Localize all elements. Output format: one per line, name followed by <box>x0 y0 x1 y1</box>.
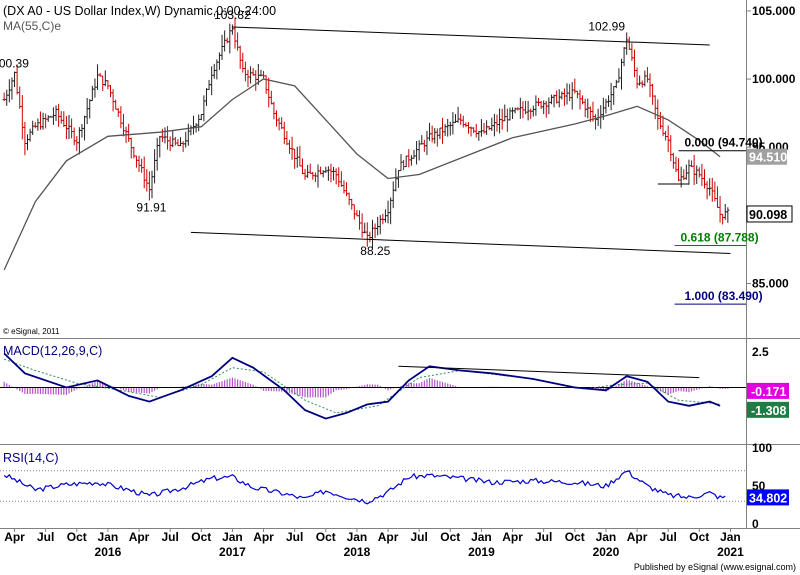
macd-hist-value: -0.171 <box>751 385 786 399</box>
month-label: Jan <box>347 530 368 544</box>
month-label: Oct <box>565 530 585 544</box>
price-tick-label: 100.000 <box>752 72 796 86</box>
macd-value: -1.308 <box>751 404 786 418</box>
rsi-tick-label: 0 <box>752 517 759 531</box>
ma-value-badge <box>747 148 787 165</box>
year-label: 2020 <box>593 545 620 559</box>
month-label: Apr <box>502 530 523 544</box>
price-tick-label: 85.000 <box>752 276 789 290</box>
macd-value-badge <box>747 401 789 418</box>
month-label: Oct <box>67 530 87 544</box>
month-label: Jul <box>286 530 303 544</box>
last-price-badge <box>746 205 793 223</box>
macd-lines <box>0 352 746 420</box>
year-label: 2018 <box>344 545 371 559</box>
macd-trendline <box>398 365 700 379</box>
price-annotation: 88.25 <box>360 244 390 258</box>
fib-level-label: 0.618 (87.788) <box>681 230 759 244</box>
macd-tick-label: 2.5 <box>752 345 769 359</box>
month-label: Jul <box>535 530 552 544</box>
month-label: Jan <box>471 530 492 544</box>
month-label: Jan <box>720 530 741 544</box>
copyright-text: © eSignal, 2011 <box>3 327 60 336</box>
ma55-line <box>3 78 721 271</box>
month-label: Apr <box>378 530 399 544</box>
month-label: Jan <box>98 530 119 544</box>
price-axis: 85.00090.00095.000100.000105.00090.09894… <box>746 4 796 290</box>
macd-hist-badge <box>747 382 789 399</box>
month-label: Apr <box>129 530 150 544</box>
month-label: Apr <box>627 530 648 544</box>
rsi-value: 34.802 <box>749 491 787 505</box>
price-annotation: 102.99 <box>588 19 625 33</box>
rsi-tick-label: 100 <box>752 441 772 455</box>
fib-level-label: 0.000 (94.740) <box>685 136 763 150</box>
year-label: 2019 <box>468 545 495 559</box>
month-label: Oct <box>689 530 709 544</box>
price-trendlines <box>190 26 731 254</box>
year-label: 2021 <box>717 545 744 559</box>
fibonacci-levels: 0.000 (94.740) 0.618 (87.788) 1.000 (83.49… <box>674 136 763 305</box>
macd-legend: MACD(12,26,9,C) <box>3 344 102 358</box>
last-price-value: 90.098 <box>749 208 787 222</box>
price-annotation: 103.82 <box>214 8 251 22</box>
macd-signal-line <box>4 358 721 414</box>
month-label: Oct <box>440 530 460 544</box>
rsi-value-badge <box>747 489 789 506</box>
price-annotation: 100.39 <box>0 57 29 71</box>
fib-level-label: 1.000 (83.490) <box>685 289 763 303</box>
month-label: Oct <box>191 530 211 544</box>
trendline <box>190 231 731 254</box>
month-label: Jul <box>161 530 178 544</box>
price-annotations: 100.39 103.82 102.99 91.91 88.25 <box>0 8 625 258</box>
macd-axis: 2.5 -0.171 -1.308 <box>747 345 789 418</box>
month-label: Jul <box>410 530 427 544</box>
month-label: Apr <box>4 530 25 544</box>
trendline <box>232 26 710 46</box>
month-label: Jan <box>222 530 243 544</box>
panel-frames <box>0 0 800 529</box>
year-label: 2016 <box>95 545 122 559</box>
ma-value: 94.510 <box>749 151 787 165</box>
price-annotation: 91.91 <box>136 200 166 214</box>
footer-credit: Published by eSignal (www.esignal.com) <box>634 562 796 572</box>
macd-line <box>3 352 721 420</box>
ma-legend: MA(55,C)e <box>3 19 61 33</box>
month-label: Apr <box>253 530 274 544</box>
rsi-line <box>3 470 726 505</box>
rsi-legend: RSI(14,C) <box>3 451 59 465</box>
rsi-lines <box>0 470 746 505</box>
month-label: Oct <box>316 530 336 544</box>
year-label: 2017 <box>219 545 246 559</box>
price-tick-label: 105.000 <box>752 4 796 18</box>
month-label: Jan <box>596 530 617 544</box>
month-label: Jul <box>37 530 54 544</box>
price-bars <box>2 17 730 249</box>
month-label: Jul <box>660 530 677 544</box>
chart-title: (DX A0 - US Dollar Index,W) Dynamic,0:00… <box>3 4 276 18</box>
time-axis: Apr Jul Oct Jan Apr Jul Oct Jan Apr Jul Oct Jan Apr J… <box>4 528 744 559</box>
